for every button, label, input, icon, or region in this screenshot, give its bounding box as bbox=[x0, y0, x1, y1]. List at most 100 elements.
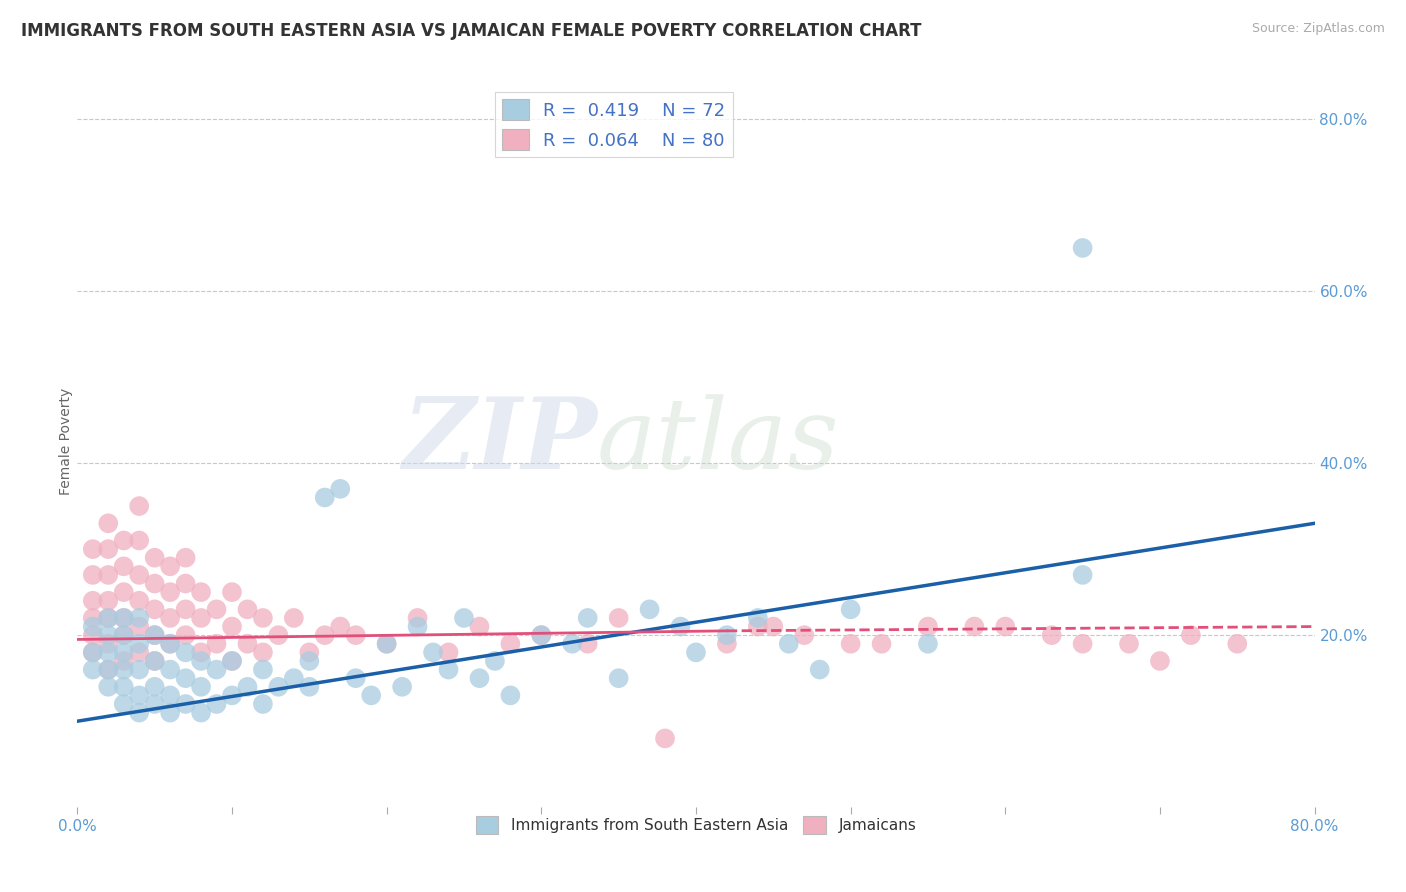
Point bbox=[221, 654, 243, 668]
Point bbox=[298, 645, 321, 659]
Point bbox=[576, 637, 599, 651]
Point bbox=[917, 637, 939, 651]
Point bbox=[422, 645, 444, 659]
Point bbox=[97, 568, 120, 582]
Point bbox=[143, 628, 166, 642]
Point bbox=[82, 619, 104, 633]
Point bbox=[344, 628, 367, 642]
Point bbox=[97, 637, 120, 651]
Point bbox=[190, 611, 212, 625]
Point bbox=[1149, 654, 1171, 668]
Point bbox=[839, 602, 862, 616]
Point bbox=[1040, 628, 1063, 642]
Point bbox=[963, 619, 986, 633]
Point bbox=[159, 706, 181, 720]
Point bbox=[716, 628, 738, 642]
Point bbox=[190, 585, 212, 599]
Point bbox=[221, 689, 243, 703]
Point bbox=[159, 637, 181, 651]
Point bbox=[685, 645, 707, 659]
Point bbox=[128, 499, 150, 513]
Text: IMMIGRANTS FROM SOUTH EASTERN ASIA VS JAMAICAN FEMALE POVERTY CORRELATION CHART: IMMIGRANTS FROM SOUTH EASTERN ASIA VS JA… bbox=[21, 22, 921, 40]
Point bbox=[97, 663, 120, 677]
Point bbox=[82, 611, 104, 625]
Point bbox=[97, 611, 120, 625]
Point bbox=[1226, 637, 1249, 651]
Point bbox=[607, 611, 630, 625]
Point bbox=[159, 689, 181, 703]
Point bbox=[143, 654, 166, 668]
Point bbox=[1071, 568, 1094, 582]
Point bbox=[267, 680, 290, 694]
Point bbox=[112, 559, 135, 574]
Point bbox=[499, 689, 522, 703]
Point bbox=[97, 611, 120, 625]
Point bbox=[128, 645, 150, 659]
Point bbox=[128, 611, 150, 625]
Point bbox=[406, 611, 429, 625]
Point bbox=[112, 628, 135, 642]
Point bbox=[360, 689, 382, 703]
Point bbox=[159, 663, 181, 677]
Point bbox=[97, 542, 120, 557]
Point bbox=[97, 516, 120, 531]
Point bbox=[917, 619, 939, 633]
Point bbox=[205, 637, 228, 651]
Point bbox=[143, 576, 166, 591]
Point bbox=[143, 654, 166, 668]
Point bbox=[128, 593, 150, 607]
Point bbox=[344, 671, 367, 685]
Point bbox=[128, 533, 150, 548]
Point bbox=[82, 645, 104, 659]
Point bbox=[112, 628, 135, 642]
Point bbox=[437, 663, 460, 677]
Point bbox=[143, 680, 166, 694]
Point bbox=[654, 731, 676, 746]
Point bbox=[747, 619, 769, 633]
Point bbox=[97, 680, 120, 694]
Point bbox=[994, 619, 1017, 633]
Point bbox=[314, 491, 336, 505]
Point bbox=[143, 628, 166, 642]
Point bbox=[391, 680, 413, 694]
Point bbox=[870, 637, 893, 651]
Point bbox=[329, 482, 352, 496]
Point bbox=[143, 550, 166, 565]
Point bbox=[808, 663, 831, 677]
Point bbox=[112, 663, 135, 677]
Point bbox=[221, 654, 243, 668]
Point bbox=[778, 637, 800, 651]
Point bbox=[174, 602, 197, 616]
Point bbox=[112, 654, 135, 668]
Point bbox=[437, 645, 460, 659]
Point bbox=[375, 637, 398, 651]
Point bbox=[190, 645, 212, 659]
Point bbox=[793, 628, 815, 642]
Point bbox=[205, 663, 228, 677]
Point bbox=[530, 628, 553, 642]
Point bbox=[329, 619, 352, 633]
Point bbox=[1071, 637, 1094, 651]
Point bbox=[236, 602, 259, 616]
Legend: Immigrants from South Eastern Asia, Jamaicans: Immigrants from South Eastern Asia, Jama… bbox=[470, 810, 922, 840]
Point bbox=[97, 645, 120, 659]
Point bbox=[143, 697, 166, 711]
Point bbox=[484, 654, 506, 668]
Point bbox=[236, 680, 259, 694]
Point bbox=[82, 663, 104, 677]
Point bbox=[190, 706, 212, 720]
Point bbox=[236, 637, 259, 651]
Point bbox=[82, 568, 104, 582]
Point bbox=[406, 619, 429, 633]
Point bbox=[128, 663, 150, 677]
Point bbox=[283, 671, 305, 685]
Point bbox=[298, 654, 321, 668]
Point bbox=[669, 619, 692, 633]
Point bbox=[174, 645, 197, 659]
Point bbox=[205, 602, 228, 616]
Point bbox=[252, 611, 274, 625]
Point bbox=[159, 637, 181, 651]
Point bbox=[97, 628, 120, 642]
Point bbox=[128, 706, 150, 720]
Point bbox=[499, 637, 522, 651]
